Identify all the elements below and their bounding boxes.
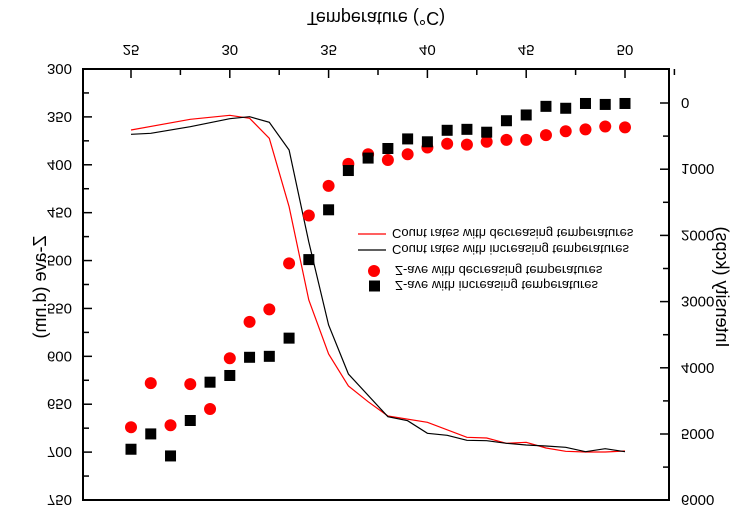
data-point-circle bbox=[539, 129, 552, 142]
data-point-circle bbox=[579, 123, 592, 136]
data-point-square bbox=[342, 165, 354, 177]
data-point-circle bbox=[401, 148, 414, 161]
x-tick-label: 30 bbox=[221, 41, 238, 58]
data-point-circle bbox=[204, 403, 217, 416]
data-point-square bbox=[303, 254, 315, 266]
y-right-tick-label: 0 bbox=[681, 94, 689, 111]
y-left-tick-label: 600 bbox=[47, 347, 72, 364]
data-point-square bbox=[481, 126, 493, 138]
y-right-axis-title: Intensity (kcps) bbox=[712, 226, 732, 347]
y-left-tick-label: 550 bbox=[47, 299, 72, 316]
data-point-square bbox=[184, 415, 196, 427]
y-left-tick-label: 350 bbox=[47, 108, 72, 125]
legend-label: Z-ave with decreasing temperatures bbox=[395, 263, 603, 278]
y-left-tick-label: 700 bbox=[47, 443, 72, 460]
data-point-square bbox=[520, 109, 532, 121]
data-point-square bbox=[283, 332, 295, 344]
y-left-tick-label: 750 bbox=[47, 491, 72, 508]
y-left-tick-label: 400 bbox=[47, 156, 72, 173]
data-point-square bbox=[579, 97, 591, 109]
data-point-circle bbox=[480, 135, 493, 148]
data-point-square bbox=[362, 152, 374, 164]
data-point-square bbox=[323, 204, 335, 216]
legend-label: Count rates with decreasing temperatures bbox=[392, 226, 634, 241]
x-axis-title: Temperature (°C) bbox=[307, 8, 445, 28]
y-left-tick-label: 650 bbox=[47, 395, 72, 412]
y-right-tick-label: 6000 bbox=[681, 491, 714, 508]
data-point-circle bbox=[441, 137, 454, 150]
data-point-circle bbox=[283, 257, 296, 270]
y-left-tick-label: 450 bbox=[47, 204, 72, 221]
y-right-tick-label: 1000 bbox=[681, 160, 714, 177]
y-left-tick-label: 300 bbox=[47, 60, 72, 77]
data-point-circle bbox=[619, 121, 631, 134]
data-point-circle bbox=[322, 179, 335, 192]
data-point-circle bbox=[500, 133, 513, 146]
x-tick-label: 50 bbox=[617, 41, 634, 58]
data-point-square bbox=[560, 102, 572, 114]
data-point-square bbox=[125, 443, 137, 455]
data-point-circle bbox=[460, 138, 473, 151]
y-right-tick-label: 5000 bbox=[681, 425, 714, 442]
mirrored-figure: 25 30 35 40 45 50 Temperature (°C) 300 350 400 450… bbox=[30, 8, 732, 508]
data-point-circle bbox=[302, 209, 315, 222]
data-point-circle bbox=[144, 377, 157, 390]
data-point-circle bbox=[599, 120, 612, 133]
y-right-tick-label: 2000 bbox=[681, 226, 714, 243]
data-point-square bbox=[500, 115, 512, 127]
legend-label: Z-ave with increasing temperatures bbox=[395, 278, 599, 293]
data-point-circle bbox=[520, 133, 533, 146]
legend-label: Count rates with increasing temperatures bbox=[392, 242, 630, 257]
y-right-tick-label: 4000 bbox=[681, 359, 714, 376]
data-point-square bbox=[441, 124, 453, 136]
data-point-square bbox=[619, 97, 631, 109]
data-point-circle bbox=[125, 421, 137, 434]
data-point-square bbox=[244, 351, 256, 363]
legend-circle-swatch bbox=[368, 265, 380, 277]
y-right-tick-label: 3000 bbox=[681, 293, 714, 310]
x-tick-label: 40 bbox=[419, 41, 436, 58]
data-point-square bbox=[145, 428, 157, 440]
data-point-square bbox=[165, 450, 177, 462]
data-point-square bbox=[461, 123, 473, 135]
y-left-tick-label: 500 bbox=[47, 252, 72, 269]
data-point-square bbox=[402, 133, 414, 145]
data-point-square bbox=[599, 98, 611, 110]
legend-square-swatch bbox=[369, 280, 380, 292]
series-line-1 bbox=[130, 116, 626, 453]
data-point-circle bbox=[381, 153, 394, 166]
data-point-square bbox=[382, 142, 394, 154]
data-point-square bbox=[421, 136, 433, 148]
data-point-square bbox=[224, 369, 236, 381]
y-left-axis-title: Z-ave (d.nm) bbox=[30, 235, 50, 338]
x-tick-label: 45 bbox=[518, 41, 535, 58]
data-point-circle bbox=[164, 419, 177, 432]
data-point-square bbox=[263, 350, 275, 362]
x-tick-label: 35 bbox=[320, 41, 337, 58]
data-point-square bbox=[204, 376, 216, 388]
data-point-circle bbox=[559, 125, 572, 138]
data-point-circle bbox=[243, 315, 256, 328]
x-tick-label: 25 bbox=[123, 41, 140, 58]
data-point-circle bbox=[184, 378, 197, 391]
data-point-circle bbox=[263, 303, 276, 316]
data-point-square bbox=[540, 100, 552, 112]
data-point-circle bbox=[223, 352, 236, 365]
